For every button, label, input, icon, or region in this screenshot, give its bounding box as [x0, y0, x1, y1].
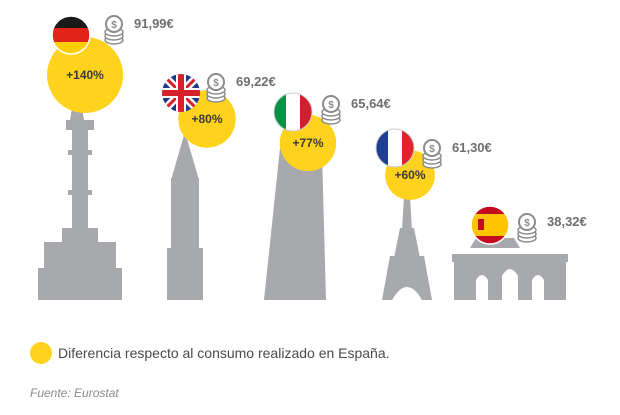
amount-label: 38,32€	[547, 214, 587, 229]
percent-label: +60%	[394, 168, 425, 182]
legend-label: Diferencia respecto al consumo realizado…	[58, 345, 390, 361]
victory-column-icon	[38, 82, 122, 300]
coin-stack-icon: $	[517, 213, 537, 243]
percent-label: +140%	[66, 68, 104, 82]
coin-stack-icon: $	[422, 139, 442, 169]
big-ben-icon	[167, 120, 203, 300]
source-note: Fuente: Eurostat	[30, 386, 119, 400]
percent-label: +80%	[191, 112, 222, 126]
svg-text:$: $	[429, 144, 435, 155]
svg-text:$: $	[213, 78, 219, 89]
svg-text:$: $	[111, 20, 117, 31]
coin-stack-icon: $	[206, 73, 226, 103]
amount-label: 61,30€	[452, 140, 492, 155]
legend: Diferencia respecto al consumo realizado…	[30, 341, 390, 365]
legend-dot	[30, 342, 52, 364]
svg-text:$: $	[328, 100, 334, 111]
france-flag-icon	[375, 128, 415, 168]
puerta-alcala-icon	[452, 238, 568, 300]
spain-flag-icon	[470, 205, 510, 245]
amount-label: 65,64€	[351, 96, 391, 111]
pisa-tower-icon	[264, 148, 326, 300]
eiffel-tower-icon	[382, 180, 432, 300]
svg-text:$: $	[524, 218, 530, 229]
coin-stack-icon: $	[321, 95, 341, 125]
germany-flag-icon	[51, 15, 91, 55]
coin-stack-icon: $	[104, 15, 124, 45]
uk-flag-icon	[162, 74, 200, 112]
percent-label: +77%	[292, 136, 323, 150]
bubble-0	[47, 37, 123, 113]
amount-label: 69,22€	[236, 74, 276, 89]
amount-label: 91,99€	[134, 16, 174, 31]
italy-flag-icon	[273, 92, 313, 132]
